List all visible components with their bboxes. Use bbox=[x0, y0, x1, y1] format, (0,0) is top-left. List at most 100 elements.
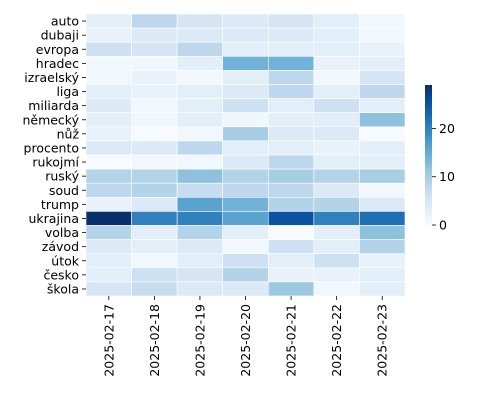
heatmap-cell bbox=[359, 253, 406, 269]
heatmap-cell bbox=[131, 197, 178, 212]
heatmap-cell bbox=[85, 41, 132, 57]
heatmap-cell bbox=[85, 253, 132, 269]
heatmap-cell bbox=[131, 84, 178, 99]
heatmap-cell bbox=[313, 84, 360, 99]
heatmap-cell bbox=[267, 197, 315, 212]
y-tick-label: škola bbox=[47, 281, 79, 296]
colorbar: 0 10 20 bbox=[425, 85, 455, 233]
heatmap-cell bbox=[176, 267, 224, 283]
heatmap-cell bbox=[176, 98, 224, 113]
heatmap-cell bbox=[131, 182, 178, 198]
heatmap-cell bbox=[85, 140, 132, 156]
heatmap-cell bbox=[176, 70, 224, 85]
x-tick-label: 2025-02-19 bbox=[192, 304, 207, 377]
colorbar-tick-label: 10 bbox=[439, 169, 455, 184]
heatmap-cell bbox=[131, 211, 178, 226]
heatmap-cell bbox=[85, 154, 132, 170]
y-tick-label: ukrajina bbox=[29, 211, 80, 226]
heatmap-cell bbox=[313, 126, 360, 142]
heatmap-cell bbox=[267, 253, 315, 269]
heatmap-cell bbox=[359, 168, 406, 184]
heatmap-cell bbox=[222, 225, 269, 240]
heatmap-cell bbox=[359, 112, 406, 128]
heatmap-cell bbox=[313, 140, 360, 156]
heatmap-cell bbox=[176, 126, 224, 142]
heatmap-cell bbox=[359, 154, 406, 170]
heatmap-cell bbox=[176, 225, 224, 240]
heatmap-cell bbox=[267, 182, 315, 198]
heatmap-cell bbox=[85, 225, 132, 240]
heatmap-cell bbox=[267, 27, 315, 43]
heatmap-cell bbox=[359, 98, 406, 113]
heatmap-cell bbox=[85, 126, 132, 142]
heatmap-cell bbox=[131, 168, 178, 184]
heatmap-cell bbox=[313, 112, 360, 128]
y-tick-label: ruský bbox=[45, 169, 79, 184]
heatmap-cell bbox=[267, 98, 315, 113]
heatmap-cell bbox=[85, 182, 132, 198]
heatmap-cell bbox=[359, 13, 406, 29]
colorbar-gradient bbox=[425, 85, 432, 225]
heatmap-cell bbox=[131, 267, 178, 283]
heatmap-cell bbox=[222, 70, 269, 85]
heatmap-cell bbox=[85, 13, 132, 29]
heatmap-cell bbox=[176, 211, 224, 226]
heatmap-cell bbox=[267, 154, 315, 170]
heatmap-cell bbox=[313, 168, 360, 184]
heatmap-cell bbox=[313, 267, 360, 283]
heatmap-cell bbox=[222, 154, 269, 170]
heatmap-cells bbox=[85, 13, 406, 297]
y-tick-label: izraelský bbox=[24, 70, 79, 85]
heatmap-cell bbox=[359, 197, 406, 212]
heatmap-cell bbox=[176, 253, 224, 269]
heatmap-cell bbox=[222, 84, 269, 99]
colorbar-tick-label: 20 bbox=[439, 121, 455, 136]
y-tick-label: miliarda bbox=[28, 98, 79, 113]
heatmap-cell bbox=[267, 239, 315, 255]
heatmap-cell bbox=[85, 70, 132, 85]
heatmap-cell bbox=[267, 84, 315, 99]
y-tick-label: auto bbox=[51, 14, 79, 29]
heatmap-cell bbox=[131, 70, 178, 85]
heatmap-cell bbox=[359, 70, 406, 85]
heatmap-cell bbox=[267, 41, 315, 57]
heatmap-cell bbox=[313, 253, 360, 269]
heatmap-cell bbox=[176, 55, 224, 71]
y-tick-label: závod bbox=[42, 239, 79, 254]
heatmap-cell bbox=[359, 140, 406, 156]
heatmap-cell bbox=[176, 41, 224, 57]
heatmap-cell bbox=[131, 13, 178, 29]
heatmap-cell bbox=[131, 27, 178, 43]
heatmap-cell bbox=[85, 112, 132, 128]
heatmap-cell bbox=[222, 55, 269, 71]
heatmap-cell bbox=[85, 55, 132, 71]
heatmap-cell bbox=[313, 239, 360, 255]
heatmap-cell bbox=[222, 168, 269, 184]
heatmap-cell bbox=[313, 211, 360, 226]
y-tick-label: rukojmí bbox=[32, 155, 79, 170]
y-tick-label: soud bbox=[49, 183, 79, 198]
heatmap-cell bbox=[267, 70, 315, 85]
heatmap-cell bbox=[131, 55, 178, 71]
y-tick-label: německý bbox=[22, 112, 79, 127]
heatmap-cell bbox=[267, 126, 315, 142]
heatmap-cell bbox=[267, 55, 315, 71]
heatmap-cell bbox=[85, 98, 132, 113]
y-tick-label: liga bbox=[56, 84, 79, 99]
heatmap-cell bbox=[267, 168, 315, 184]
heatmap-cell bbox=[359, 239, 406, 255]
colorbar-tick-label: 0 bbox=[439, 218, 447, 233]
y-tick-label: evropa bbox=[36, 42, 79, 57]
heatmap-cell bbox=[222, 13, 269, 29]
heatmap-cell bbox=[131, 281, 178, 297]
heatmap-cell bbox=[176, 27, 224, 43]
heatmap-cell bbox=[313, 98, 360, 113]
heatmap-cell bbox=[359, 27, 406, 43]
heatmap-cell bbox=[313, 197, 360, 212]
x-tick-label: 2025-02-21 bbox=[284, 304, 299, 377]
heatmap-cell bbox=[222, 41, 269, 57]
heatmap-cell bbox=[85, 267, 132, 283]
heatmap-cell bbox=[176, 84, 224, 99]
heatmap-cell bbox=[267, 112, 315, 128]
